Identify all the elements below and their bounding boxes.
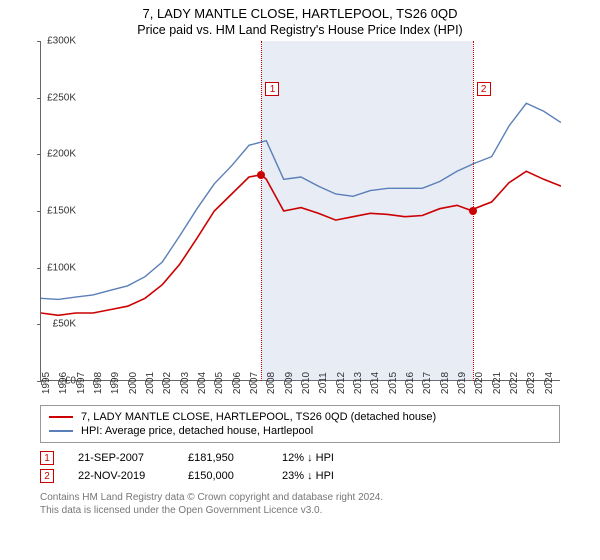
event-marker: 2	[40, 469, 54, 483]
x-tick-label: 2000	[128, 372, 139, 394]
plot-region: 1995199619971998199920002001200220032004…	[40, 41, 560, 381]
x-tick-label: 2008	[266, 372, 277, 394]
event-price: £181,950	[188, 452, 258, 464]
x-tick-label: 2003	[180, 372, 191, 394]
event-row: 2 22-NOV-2019 £150,000 23% ↓ HPI	[40, 467, 600, 485]
x-tick-label: 2006	[232, 372, 243, 394]
x-tick-label: 2014	[370, 372, 381, 394]
x-tick-label: 2002	[162, 372, 173, 394]
x-tick-label: 2010	[301, 372, 312, 394]
x-tick-label: 2016	[405, 372, 416, 394]
legend-swatch	[49, 430, 73, 432]
page-subtitle: Price paid vs. HM Land Registry's House …	[0, 21, 600, 41]
event-delta: 12% ↓ HPI	[282, 452, 334, 464]
footnote: Contains HM Land Registry data © Crown c…	[40, 491, 560, 517]
legend-item: HPI: Average price, detached house, Hart…	[49, 424, 551, 438]
x-tick-label: 2015	[388, 372, 399, 394]
x-tick-label: 2021	[492, 372, 503, 394]
series-property	[41, 171, 561, 315]
x-tick-label: 2022	[509, 372, 520, 394]
event-price: £150,000	[188, 470, 258, 482]
x-tick-label: 2023	[526, 372, 537, 394]
event-date: 21-SEP-2007	[78, 452, 164, 464]
legend-label: 7, LADY MANTLE CLOSE, HARTLEPOOL, TS26 0…	[81, 411, 436, 423]
events-table: 1 21-SEP-2007 £181,950 12% ↓ HPI 2 22-NO…	[40, 449, 600, 485]
series-hpi	[41, 103, 561, 299]
x-tick-label: 2011	[318, 372, 329, 394]
legend-box: 7, LADY MANTLE CLOSE, HARTLEPOOL, TS26 0…	[40, 405, 560, 443]
x-tick-label: 2017	[422, 372, 433, 394]
x-tick-label: 2024	[544, 372, 555, 394]
chart-container: 7, LADY MANTLE CLOSE, HARTLEPOOL, TS26 0…	[0, 0, 600, 560]
event-row: 1 21-SEP-2007 £181,950 12% ↓ HPI	[40, 449, 600, 467]
y-tick-label: £300K	[40, 36, 76, 47]
x-tick-label: 2020	[474, 372, 485, 394]
event-marker: 2	[477, 82, 491, 96]
event-delta: 23% ↓ HPI	[282, 470, 334, 482]
x-tick-label: 1999	[110, 372, 121, 394]
legend-item: 7, LADY MANTLE CLOSE, HARTLEPOOL, TS26 0…	[49, 410, 551, 424]
chart-area: 1995199619971998199920002001200220032004…	[40, 41, 600, 397]
x-tick-label: 2018	[440, 372, 451, 394]
event-marker: 1	[40, 451, 54, 465]
x-tick-label: 2012	[336, 372, 347, 394]
legend-label: HPI: Average price, detached house, Hart…	[81, 425, 313, 437]
event-date: 22-NOV-2019	[78, 470, 164, 482]
footnote-line: Contains HM Land Registry data © Crown c…	[40, 491, 560, 504]
x-tick-label: 2001	[145, 372, 156, 394]
footnote-line: This data is licensed under the Open Gov…	[40, 504, 560, 517]
y-tick-label: £100K	[40, 262, 76, 273]
price-dot	[469, 207, 477, 215]
y-tick-label: £200K	[40, 149, 76, 160]
x-tick-label: 2007	[249, 372, 260, 394]
legend-swatch	[49, 416, 73, 418]
x-tick-label: 2009	[284, 372, 295, 394]
y-tick-label: £150K	[40, 206, 76, 217]
event-marker: 1	[265, 82, 279, 96]
x-tick-label: 1997	[76, 372, 87, 394]
y-tick-label: £250K	[40, 92, 76, 103]
x-tick-label: 2013	[353, 372, 364, 394]
page-title: 7, LADY MANTLE CLOSE, HARTLEPOOL, TS26 0…	[0, 0, 600, 21]
y-tick-label: £0	[40, 376, 76, 387]
price-dot	[257, 171, 265, 179]
x-tick-label: 2004	[197, 372, 208, 394]
x-tick-label: 2019	[457, 372, 468, 394]
y-tick-label: £50K	[40, 319, 76, 330]
x-tick-label: 2005	[214, 372, 225, 394]
x-tick-label: 1998	[93, 372, 104, 394]
